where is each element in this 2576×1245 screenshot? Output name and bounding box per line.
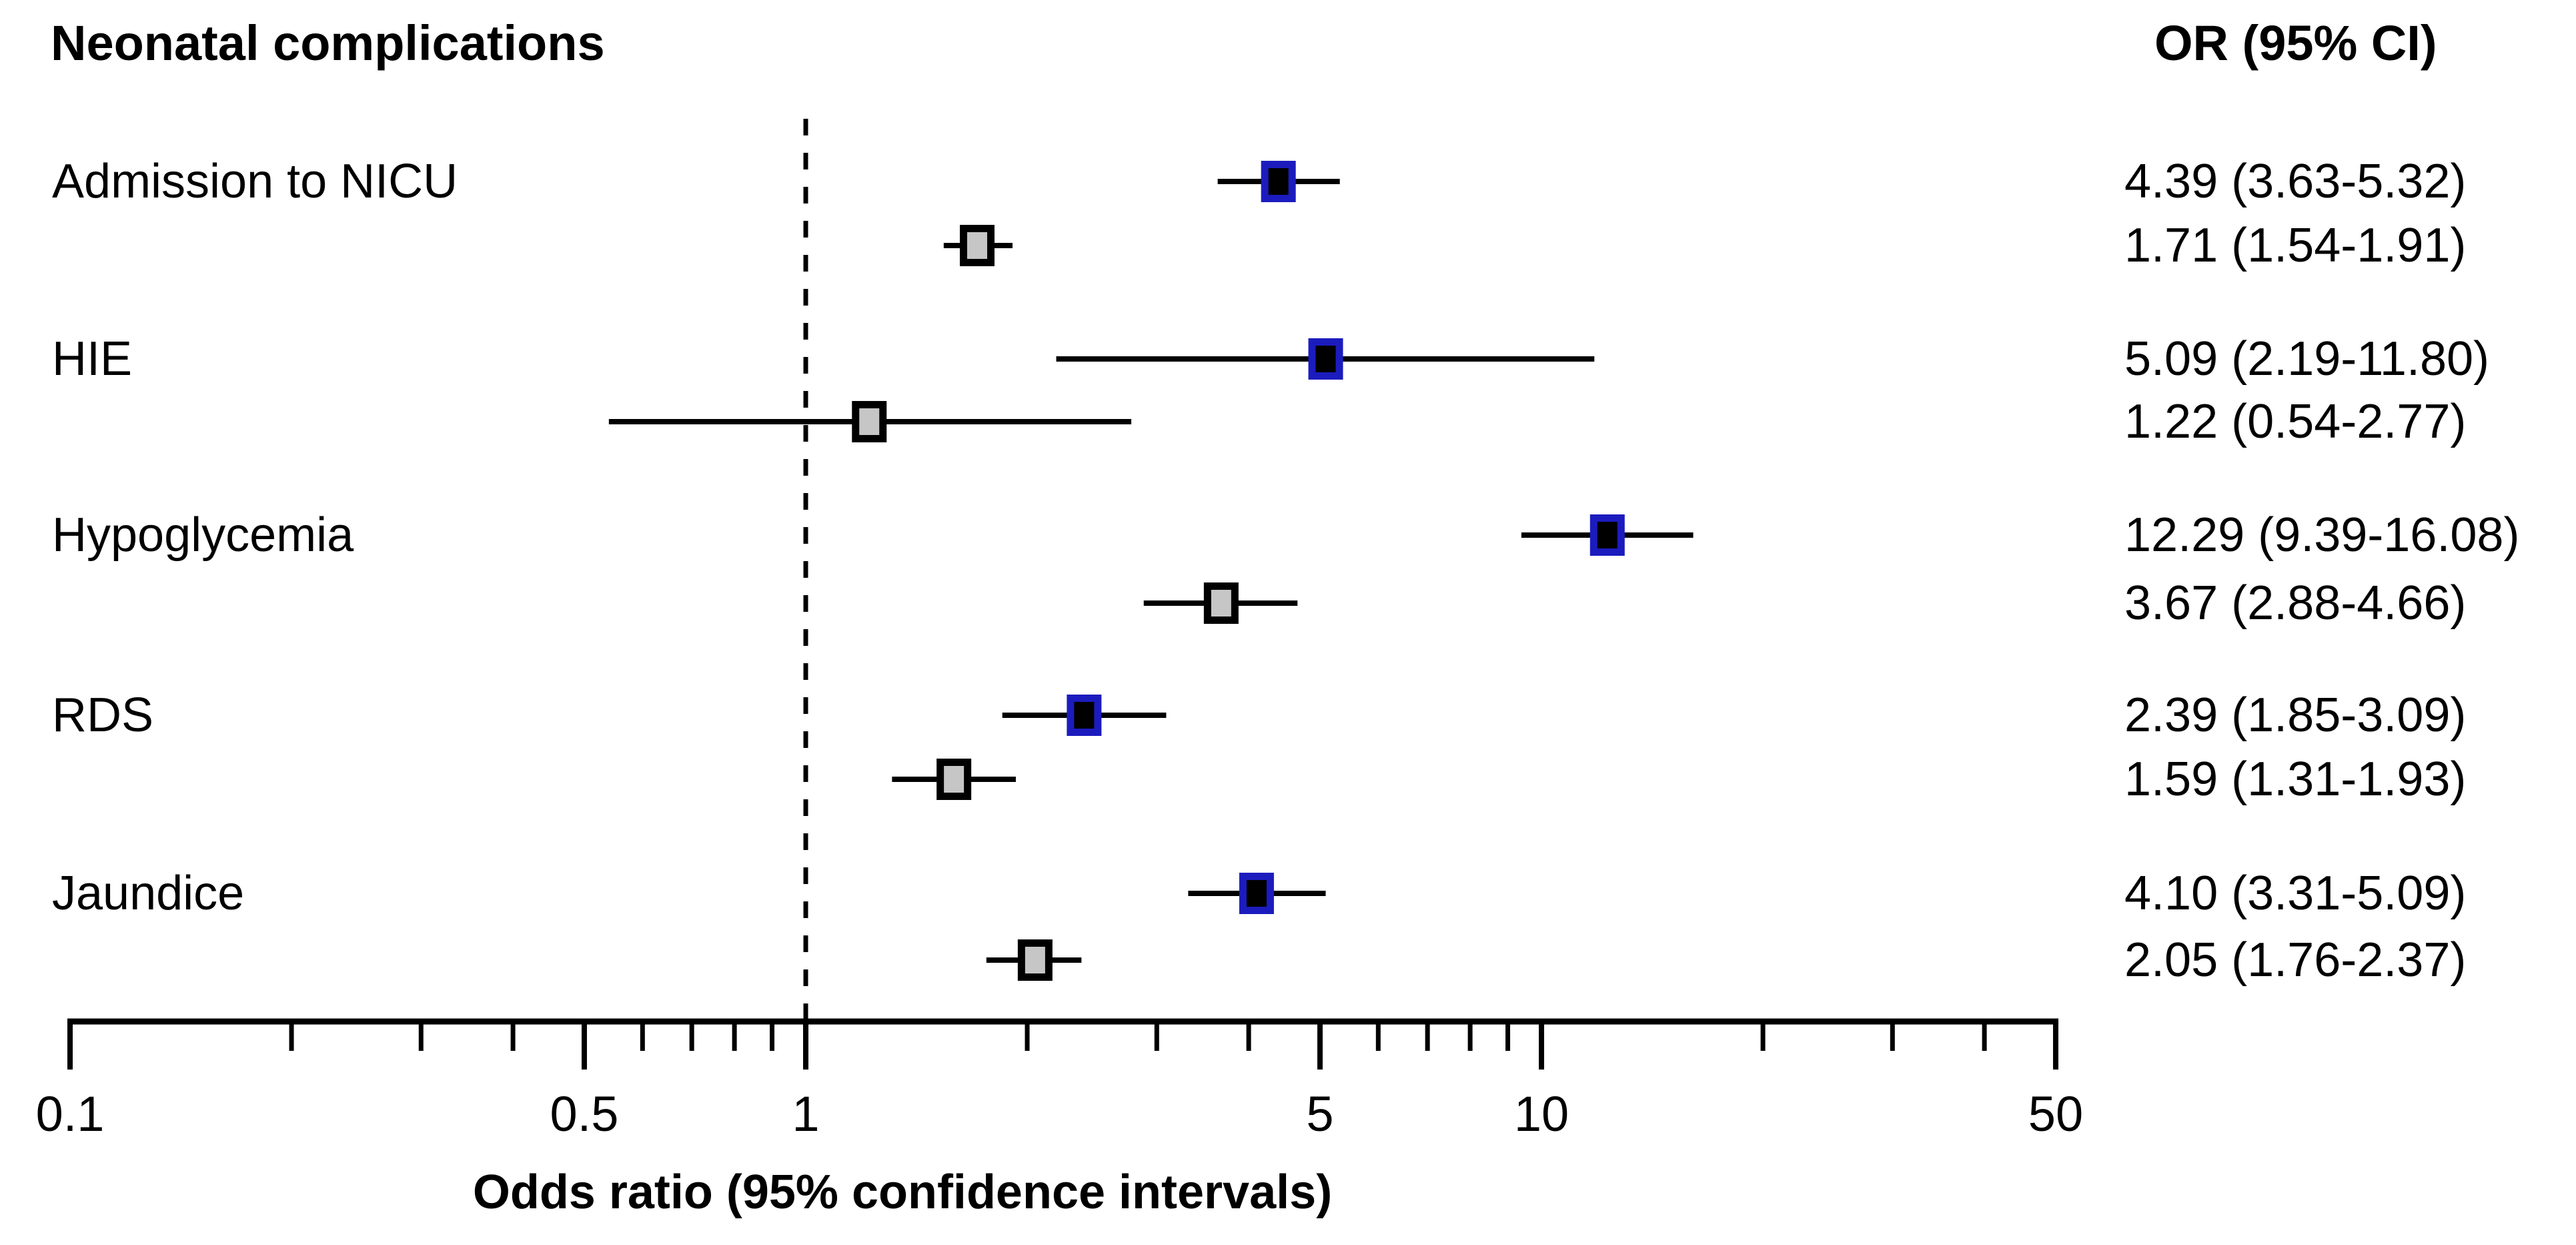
or-ci-value-row2-est1: 5.09 (2.19-11.80) (2124, 332, 2490, 386)
x-axis-title: Odds ratio (95% confidence intervals) (472, 1166, 1333, 1219)
row-label-hypoglycemia: Hypoglycemia (52, 508, 354, 562)
or-ci-value-row5-est2: 2.05 (1.76-2.37) (2124, 933, 2467, 987)
or-ci-value-row1-est2: 1.71 (1.54-1.91) (2124, 219, 2467, 272)
or-ci-value-row3-est1: 12.29 (9.39-16.08) (2124, 508, 2520, 562)
figure-title: Neonatal complications (51, 15, 605, 71)
estimate-2-gray-marker-inner-row1 (967, 232, 987, 259)
estimate-1-blue-marker-inner-row4 (1074, 702, 1095, 729)
estimate-2-gray-marker-inner-row2 (859, 408, 880, 435)
row-label-hie: HIE (52, 332, 133, 386)
tick-label-0.5: 0.5 (550, 1086, 619, 1142)
estimate-1-blue-marker-inner-row1 (1268, 168, 1289, 195)
estimate-2-gray-marker-inner-row3 (1211, 590, 1231, 616)
row-label-jaundice: Jaundice (52, 867, 245, 920)
or-ci-value-row4-est1: 2.39 (1.85-3.09) (2124, 689, 2467, 742)
or-ci-value-row1-est1: 4.39 (3.63-5.32) (2124, 155, 2467, 208)
or-ci-value-row3-est2: 3.67 (2.88-4.66) (2124, 576, 2467, 630)
tick-label-1: 1 (792, 1086, 820, 1142)
row-label-admission-to-nicu: Admission to NICU (52, 155, 458, 208)
tick-label-5: 5 (1306, 1086, 1334, 1142)
or-ci-column-header: OR (95% CI) (2154, 15, 2437, 71)
tick-label-50: 50 (2028, 1086, 2084, 1142)
estimate-1-blue-marker-inner-row2 (1315, 346, 1336, 372)
tick-label-10: 10 (1513, 1086, 1569, 1142)
estimate-1-blue-marker-inner-row3 (1597, 522, 1618, 548)
estimate-2-gray-marker-inner-row5 (1025, 947, 1045, 973)
tick-label-0.1: 0.1 (35, 1086, 105, 1142)
estimate-2-gray-marker-inner-row4 (944, 766, 964, 793)
row-label-rds: RDS (52, 689, 154, 742)
estimate-1-blue-marker-inner-row5 (1246, 880, 1267, 907)
or-ci-value-row4-est2: 1.59 (1.31-1.93) (2124, 753, 2467, 806)
or-ci-value-row5-est1: 4.10 (3.31-5.09) (2124, 867, 2467, 920)
or-ci-value-row2-est2: 1.22 (0.54-2.77) (2124, 395, 2467, 448)
